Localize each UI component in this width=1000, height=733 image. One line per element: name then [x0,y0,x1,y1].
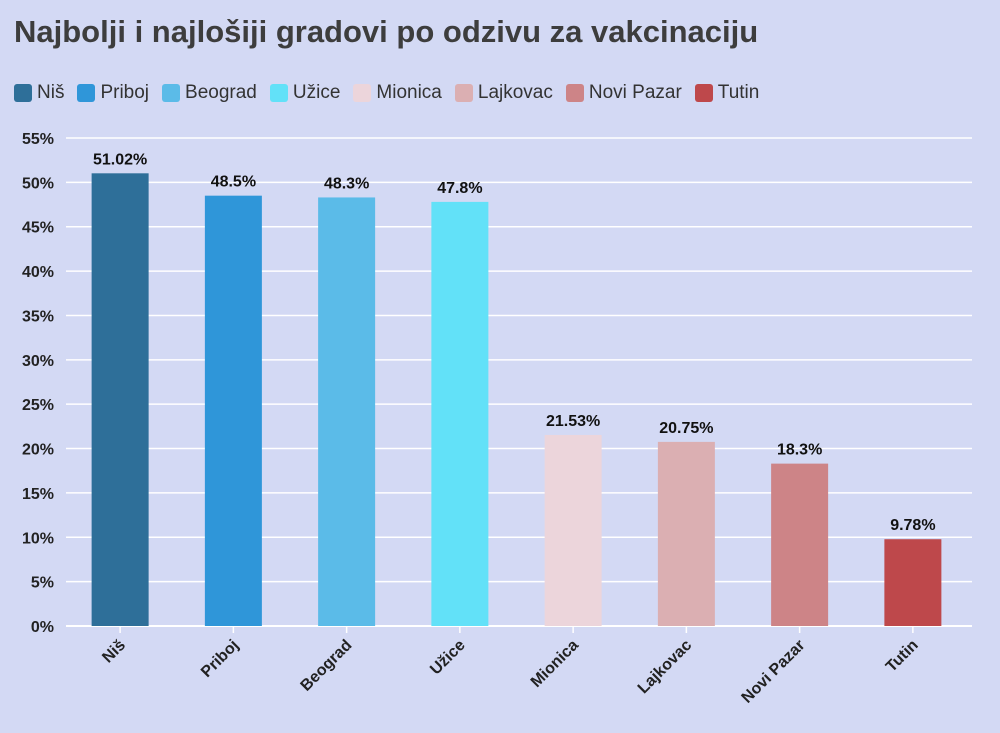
chart-title: Najbolji i najlošiji gradovi po odzivu z… [14,14,759,49]
legend-swatch [353,84,372,102]
x-tick-label: Novi Pazar [739,637,809,707]
y-tick-label: 45% [22,220,54,237]
bar [657,441,715,626]
y-tick-label: 5% [31,575,54,592]
y-tick-label: 25% [22,397,54,414]
bar [771,463,829,626]
legend-item[interactable]: Novi Pazar [565,82,682,104]
data-label: 51.02% [93,151,147,168]
legend-swatch [565,84,584,102]
y-tick-label: 20% [22,442,54,459]
legend-swatch [694,84,713,102]
legend-swatch [14,84,32,102]
y-tick-label: 55% [22,131,54,148]
legend-label: Beograd [185,82,257,103]
bar [431,201,489,626]
x-tick-label: Niš [99,637,129,667]
x-tick-label: Užice [427,637,469,679]
y-tick-label: 0% [31,619,54,636]
legend-label: Tutin [717,82,760,103]
legend-item[interactable]: Priboj [77,82,149,104]
legend-swatch [162,84,181,102]
bar [544,434,602,626]
legend-item[interactable]: Niš [14,82,64,104]
legend-label: Novi Pazar [588,82,682,103]
y-tick-label: 15% [22,486,54,503]
x-tick-label: Lajkovac [635,637,696,698]
data-label: 21.53% [546,413,600,430]
bar [884,539,942,626]
legend-label: Lajkovac [477,82,553,103]
legend-item[interactable]: Beograd [162,82,257,104]
data-label: 48.3% [324,175,369,192]
data-label: 18.3% [777,442,822,459]
legend-item[interactable]: Lajkovac [454,82,553,104]
y-tick-label: 40% [22,264,54,281]
data-label: 9.78% [890,517,935,534]
x-tick-label: Tutin [883,637,922,676]
legend-label: Užice [292,82,341,103]
x-tick-label: Mionica [528,637,582,691]
y-tick-label: 35% [22,308,54,325]
x-tick-label: Beograd [298,637,356,695]
y-tick-label: 50% [22,175,54,192]
bar [204,195,262,626]
y-tick-label: 10% [22,530,54,547]
data-label: 20.75% [659,420,713,437]
legend-item[interactable]: Užice [269,82,341,104]
legend-swatch [454,84,473,102]
legend-item[interactable]: Tutin [694,82,760,104]
legend-label: Niš [37,82,65,103]
bar [318,197,376,626]
legend-item[interactable]: Mionica [353,82,442,104]
data-label: 47.8% [437,180,482,197]
legend-swatch [269,84,288,102]
bar [91,173,149,626]
legend-label: Mionica [376,82,442,103]
x-tick-label: Priboj [198,637,242,681]
legend-swatch [77,84,96,102]
chart-legend: Niš Priboj Beograd Užice Mionica Lajkovac Novi… [14,82,772,104]
y-tick-label: 30% [22,353,54,370]
legend-label: Priboj [100,82,150,103]
data-label: 48.5% [211,174,256,191]
